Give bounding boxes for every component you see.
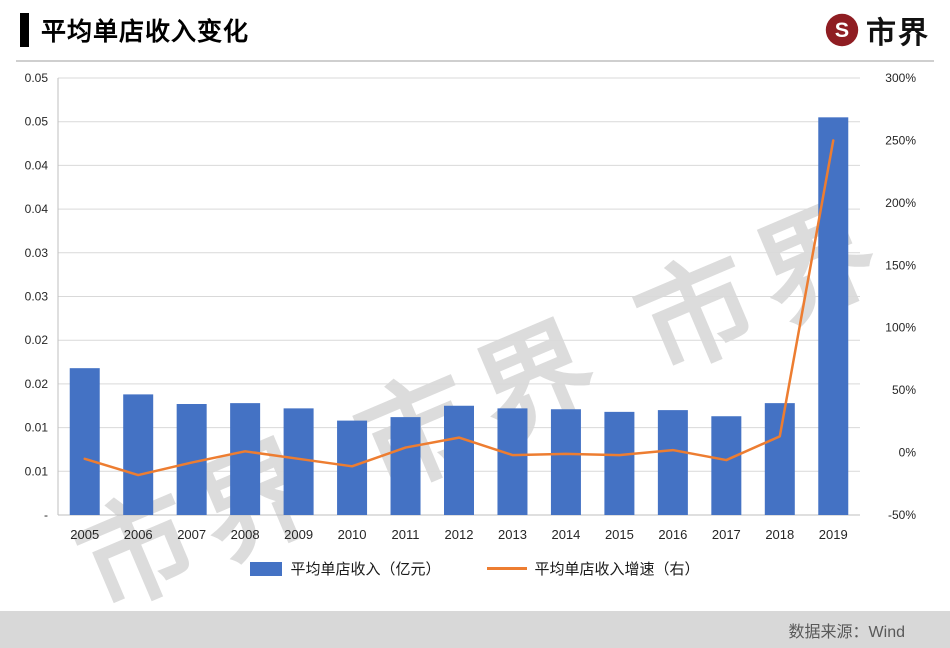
- bar-2005: [69, 368, 100, 515]
- logo-icon: S: [825, 13, 859, 47]
- chart-legend: 平均单店收入（亿元） 平均单店收入增速（右）: [0, 558, 950, 579]
- x-axis-label: 2008: [231, 527, 260, 542]
- logo: S 市界: [824, 8, 930, 52]
- bar-2010: [337, 420, 368, 515]
- right-axis-tick: 250%: [885, 133, 916, 147]
- source-bar: 数据来源：Wind: [0, 611, 950, 648]
- x-axis-label: 2017: [712, 527, 741, 542]
- x-axis-label: 2007: [177, 527, 206, 542]
- legend-item-line: 平均单店收入增速（右）: [486, 558, 700, 579]
- svg-text:S: S: [835, 17, 849, 42]
- x-axis-label: 2010: [338, 527, 367, 542]
- x-axis-label: 2013: [498, 527, 527, 542]
- x-axis-label: 2005: [70, 527, 99, 542]
- left-axis-tick: 0.03: [25, 290, 49, 304]
- bar-2019: [818, 117, 849, 515]
- legend-item-bar: 平均单店收入（亿元）: [250, 558, 441, 579]
- x-axis-label: 2006: [124, 527, 153, 542]
- bar-2015: [604, 411, 635, 515]
- bar-2014: [550, 409, 581, 515]
- left-axis-tick: 0.02: [25, 377, 49, 391]
- legend-line-swatch: [486, 567, 527, 570]
- bar-2017: [711, 416, 742, 515]
- chart-area: 市界 市界 市界 0.05 0.05 0.04 0.04 0.03 0.03 0.02 0.0…: [0, 64, 950, 634]
- bar-2016: [657, 410, 688, 515]
- legend-line-label: 平均单店收入增速（右）: [534, 561, 700, 578]
- bar-2013: [497, 408, 528, 515]
- x-axis-label: 2016: [658, 527, 687, 542]
- legend-bar-swatch: [250, 561, 283, 576]
- x-axis-label: 2009: [284, 527, 313, 542]
- bar-2008: [230, 403, 261, 515]
- right-axis-tick: -50%: [888, 508, 916, 522]
- bar-2011: [390, 417, 421, 515]
- data-source-text: 数据来源：Wind: [788, 623, 905, 641]
- right-axis-tick: 50%: [892, 383, 916, 397]
- right-axis-tick: 0%: [899, 446, 917, 460]
- growth-line: [83, 139, 835, 477]
- bar-2009: [283, 408, 314, 515]
- right-axis-tick: 200%: [885, 196, 916, 210]
- legend-bar-label: 平均单店收入（亿元）: [290, 561, 441, 578]
- left-axis-tick: 0.05: [25, 71, 49, 85]
- right-axis-tick: 150%: [885, 258, 916, 272]
- right-axis-tick: 100%: [885, 321, 916, 335]
- left-axis-tick: 0.02: [25, 333, 49, 347]
- x-axis-label: 2015: [605, 527, 634, 542]
- x-axis-label: 2012: [445, 527, 474, 542]
- title-accent-bar: [20, 13, 29, 47]
- left-axis-tick: 0.01: [25, 464, 49, 478]
- right-axis-tick: 300%: [885, 71, 916, 85]
- page-title: 平均单店收入变化: [41, 18, 250, 46]
- bar-2012: [444, 405, 474, 515]
- left-axis-tick: 0.03: [25, 246, 49, 260]
- left-axis-tick: 0.04: [25, 202, 49, 216]
- left-axis-tick: -: [44, 508, 48, 522]
- x-axis-label: 2018: [765, 527, 794, 542]
- bar-2018: [764, 403, 795, 515]
- x-axis-label: 2014: [551, 527, 580, 542]
- x-axis-label: 2019: [819, 527, 848, 542]
- header: 平均单店收入变化 S 市界: [16, 0, 934, 62]
- chart-canvas: 0.05 0.05 0.04 0.04 0.03 0.03 0.02 0.02 0.01 0.01…: [25, 71, 917, 542]
- left-axis-tick: 0.05: [25, 115, 49, 129]
- x-axis-label: 2011: [392, 527, 420, 542]
- left-axis-tick: 0.04: [25, 158, 49, 172]
- logo-text: 市界: [866, 17, 930, 50]
- left-axis-tick: 0.01: [25, 421, 49, 435]
- bar-2006: [123, 394, 154, 515]
